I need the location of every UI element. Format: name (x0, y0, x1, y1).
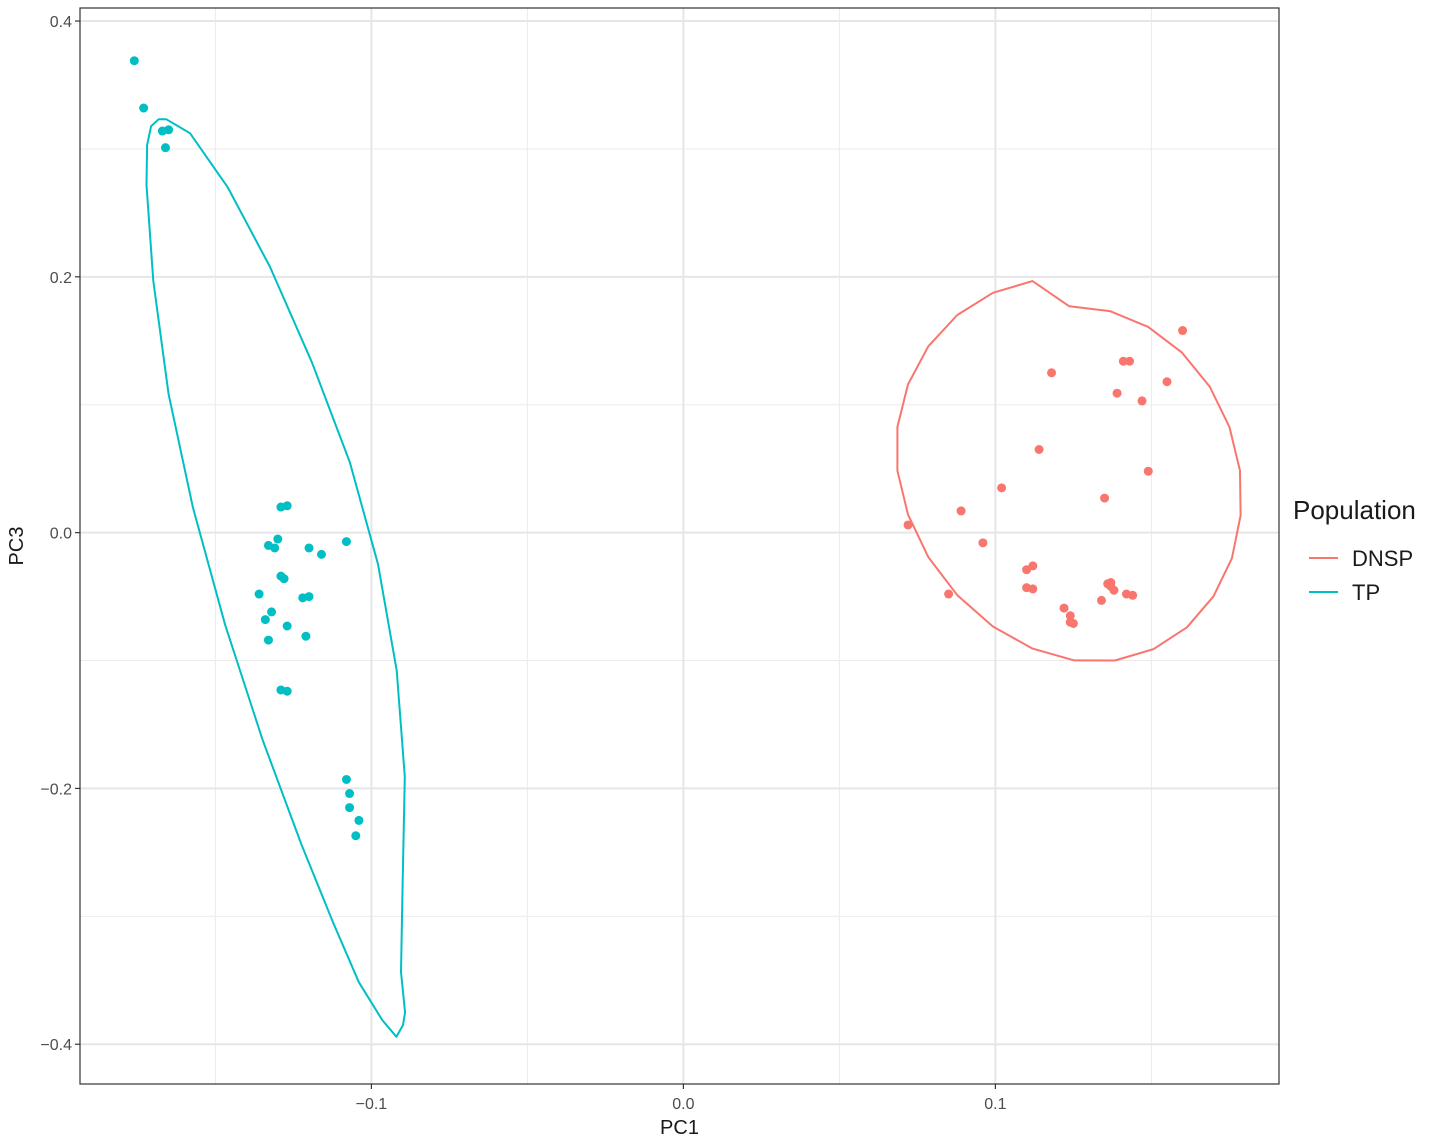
point-tp (341, 537, 351, 547)
ellipse-tp (145, 118, 407, 1038)
point-dnsp (903, 520, 913, 530)
point-dnsp (1112, 388, 1122, 398)
x-tick-label: −0.1 (356, 1096, 388, 1113)
point-dnsp (1128, 590, 1138, 600)
point-tp (316, 549, 326, 559)
point-dnsp (956, 506, 966, 516)
point-tp (263, 635, 273, 645)
point-dnsp (1100, 493, 1110, 503)
point-dnsp (1162, 377, 1172, 387)
point-tp (279, 574, 289, 584)
y-tick-label: 0.4 (50, 14, 72, 31)
point-dnsp (1137, 396, 1147, 406)
y-tick-label: 0.2 (50, 270, 72, 287)
legend: Population DNSP TP (1293, 495, 1416, 605)
data-points (129, 56, 1188, 841)
minor-gridlines (80, 8, 1279, 1084)
point-tp (341, 774, 351, 784)
point-dnsp (1034, 445, 1044, 455)
point-dnsp (1125, 356, 1135, 366)
point-tp (164, 125, 174, 135)
x-axis-title: PC1 (660, 1117, 699, 1139)
legend-label-dnsp: DNSP (1352, 546, 1413, 571)
point-dnsp (1109, 585, 1119, 595)
point-dnsp (1118, 356, 1128, 366)
confidence-ellipses (145, 118, 1242, 1038)
point-dnsp (997, 483, 1007, 493)
point-dnsp (978, 538, 988, 548)
point-tp (345, 803, 355, 813)
point-tp (282, 501, 292, 511)
x-tick-label: 0.1 (984, 1096, 1006, 1113)
point-tp (267, 607, 277, 617)
y-tick-label: 0.0 (50, 526, 72, 543)
y-axis-ticks: −0.4 −0.2 0.0 0.2 0.4 (40, 14, 80, 1054)
y-axis-title: PC3 (6, 527, 28, 566)
x-axis-ticks: −0.1 0.0 0.1 (356, 1084, 1007, 1113)
point-dnsp (1028, 561, 1038, 571)
point-tp (345, 789, 355, 799)
point-tp (254, 589, 264, 599)
point-tp (301, 631, 311, 641)
point-tp (304, 592, 314, 602)
point-tp (160, 143, 170, 153)
point-tp (282, 686, 292, 696)
legend-label-tp: TP (1352, 580, 1380, 605)
point-dnsp (1068, 618, 1078, 628)
legend-item-dnsp: DNSP (1309, 546, 1413, 571)
point-tp (139, 103, 149, 113)
point-dnsp (1028, 584, 1038, 594)
point-dnsp (1047, 368, 1057, 378)
point-tp (260, 615, 270, 625)
point-tp (270, 543, 280, 553)
point-tp (273, 534, 283, 544)
point-dnsp (1065, 611, 1075, 621)
y-tick-label: −0.2 (40, 781, 72, 798)
point-dnsp (1096, 595, 1106, 605)
point-tp (282, 621, 292, 631)
plot-background (80, 8, 1279, 1084)
point-tp (351, 831, 361, 841)
point-tp (304, 543, 314, 553)
y-tick-label: −0.4 (40, 1037, 72, 1054)
point-dnsp (1059, 603, 1069, 613)
point-dnsp (1178, 326, 1188, 336)
plot-panel-border (79, 7, 1280, 1085)
point-tp (354, 815, 364, 825)
major-gridlines (80, 8, 1279, 1084)
point-dnsp (1143, 466, 1153, 476)
x-tick-label: 0.0 (672, 1096, 694, 1113)
point-tp (129, 56, 139, 66)
legend-item-tp: TP (1309, 580, 1380, 605)
legend-title: Population (1293, 495, 1416, 525)
point-dnsp (944, 589, 954, 599)
ellipse-dnsp (896, 280, 1242, 662)
